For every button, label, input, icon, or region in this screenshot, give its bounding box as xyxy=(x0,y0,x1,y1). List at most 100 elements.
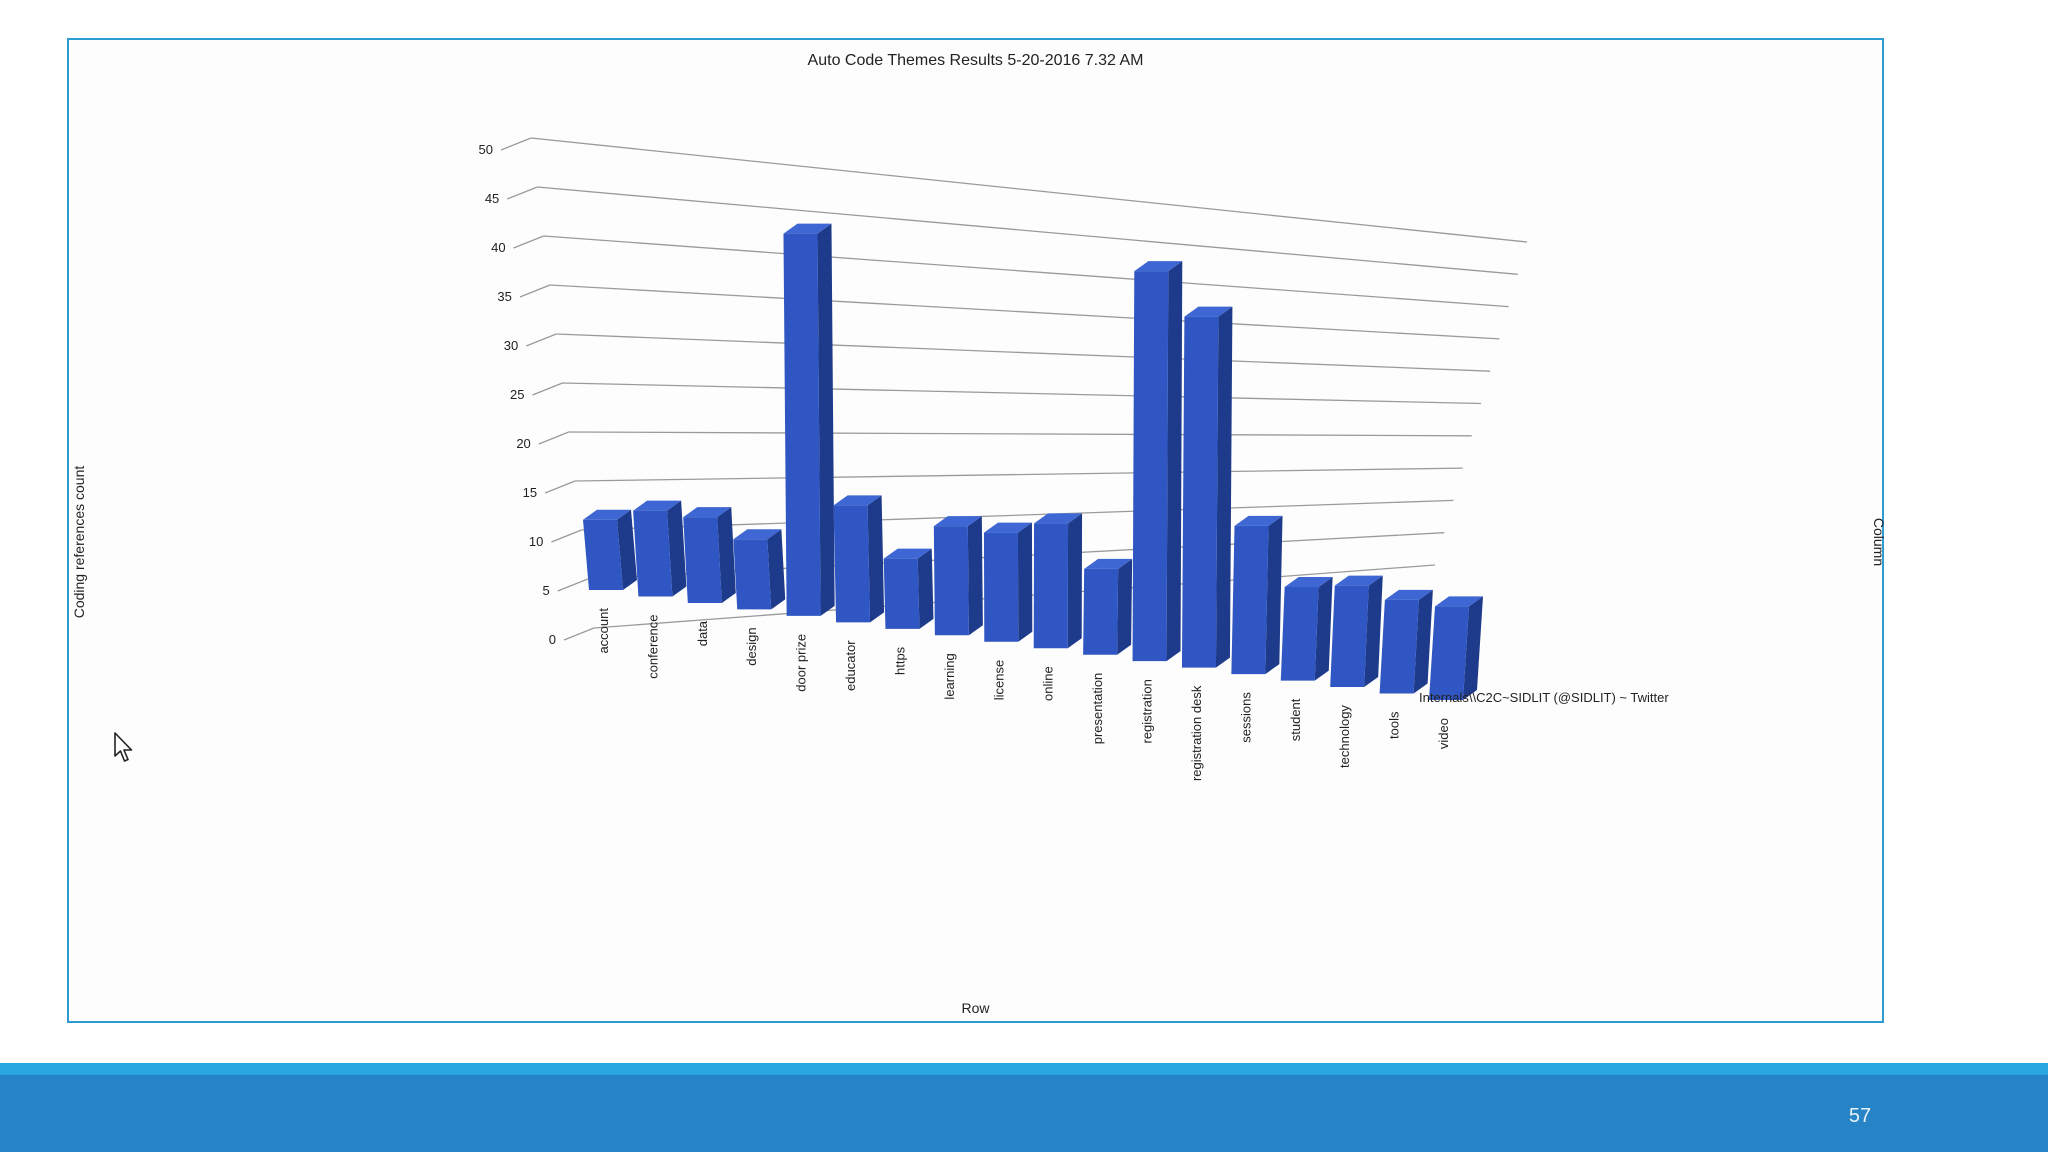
x-tick-label: conference xyxy=(645,614,660,678)
bar-front xyxy=(1330,585,1369,688)
gridline-tick xyxy=(513,235,544,249)
bar-top xyxy=(1334,575,1383,586)
x-tick-label: registration xyxy=(1140,679,1155,743)
bar-side xyxy=(1364,575,1383,688)
bar-top xyxy=(1084,558,1133,569)
gridline-tick xyxy=(551,529,582,543)
bar-top xyxy=(833,495,882,506)
bar-top xyxy=(1034,513,1083,524)
bar-side xyxy=(667,500,687,597)
bar-top xyxy=(733,529,782,540)
chart-plot: 0 5 10 15 20 25 30 35 40 45 50 account conference dat… xyxy=(479,137,1669,781)
bar xyxy=(1181,306,1233,668)
x-tick-label: educator xyxy=(843,640,858,691)
bar-side xyxy=(867,495,885,623)
bar-front xyxy=(733,539,772,610)
y-tick-label: 45 xyxy=(485,191,499,206)
bar-side xyxy=(1413,589,1433,694)
y-axis-title: Coding references count xyxy=(71,465,87,619)
bar xyxy=(1231,515,1283,675)
gridline xyxy=(568,431,1472,437)
bar-side xyxy=(917,548,934,629)
x-tick-label: license xyxy=(991,660,1006,700)
bar-side xyxy=(1166,261,1183,662)
bar-front xyxy=(1429,606,1469,700)
y-tick-label: 40 xyxy=(491,240,505,255)
bar-side xyxy=(767,529,786,610)
bar xyxy=(1083,558,1133,655)
bar xyxy=(983,522,1033,642)
gridline-tick xyxy=(519,284,551,298)
x-tick-label: video xyxy=(1436,718,1451,749)
gridline-tick xyxy=(525,333,557,347)
bar-top xyxy=(933,516,982,527)
x-tick-label: presentation xyxy=(1090,673,1105,745)
bar xyxy=(1379,589,1433,694)
bar xyxy=(683,507,736,603)
x-tick-label: design xyxy=(744,627,759,665)
mouse-pointer-icon xyxy=(114,732,133,762)
bar-top xyxy=(633,500,682,511)
gridline xyxy=(537,186,1518,275)
y-tick-label: 10 xyxy=(529,534,543,549)
series-label: Internals\\C2C~SIDLIT (@SIDLIT) ~ Twitte… xyxy=(1419,690,1669,705)
gridline-tick xyxy=(500,137,532,151)
bar xyxy=(1033,513,1083,649)
bar xyxy=(1280,576,1333,681)
x-tick-label: door prize xyxy=(794,634,809,692)
x-tick-label: student xyxy=(1288,698,1303,741)
bar xyxy=(1429,596,1483,700)
bar-top xyxy=(583,509,631,520)
bar-top xyxy=(1134,261,1183,272)
bar-front xyxy=(1379,599,1419,694)
chart-title: Auto Code Themes Results 5-20-2016 7.32 … xyxy=(807,52,1144,69)
bar-top xyxy=(883,548,932,559)
bar-top xyxy=(1234,515,1283,526)
slide-number: 57 xyxy=(1848,1105,1872,1127)
y-tick-label: 30 xyxy=(504,338,518,353)
x-axis-title: Row xyxy=(961,1000,990,1016)
bar xyxy=(583,509,637,590)
bar-front xyxy=(883,558,920,629)
gridline xyxy=(556,333,1491,372)
y-tick-label: 50 xyxy=(479,142,493,157)
bar-side xyxy=(717,507,736,603)
bar-front xyxy=(1132,271,1169,662)
y-tick-label: 5 xyxy=(542,583,549,598)
bar-front xyxy=(1231,525,1269,675)
z-axis-title: Column xyxy=(1871,517,1887,567)
x-tick-label: learning xyxy=(942,653,957,699)
bar-front xyxy=(983,532,1019,642)
bar xyxy=(1132,261,1183,662)
x-tick-label: data xyxy=(695,620,710,646)
x-tick-label: technology xyxy=(1337,705,1352,768)
bar-top xyxy=(983,522,1032,533)
bar-front xyxy=(933,526,969,636)
x-tick-label: https xyxy=(892,646,907,675)
bar-side xyxy=(1215,306,1233,668)
bar-front xyxy=(1280,586,1319,681)
bar-front xyxy=(1033,523,1069,649)
y-tick-label: 0 xyxy=(549,632,556,647)
bar-side xyxy=(1067,513,1083,649)
footer-stripe xyxy=(0,1063,2048,1075)
bar-top xyxy=(1384,589,1433,600)
bar-side xyxy=(617,509,637,590)
bar-top xyxy=(1435,596,1483,607)
bar xyxy=(783,223,835,616)
bar xyxy=(933,516,983,636)
bar-front xyxy=(633,510,673,597)
gridline-tick xyxy=(544,480,576,494)
bar-side xyxy=(1117,558,1133,655)
y-tick-label: 15 xyxy=(523,485,537,500)
gridline xyxy=(562,382,1482,405)
x-tick-label: registration desk xyxy=(1189,685,1204,781)
bar-front xyxy=(1181,316,1219,668)
gridline xyxy=(530,137,1528,243)
bar xyxy=(1330,575,1383,688)
x-tick-label: account xyxy=(596,608,611,654)
bar-top xyxy=(1184,306,1233,317)
bar-top xyxy=(1284,576,1333,587)
bar xyxy=(883,548,934,629)
